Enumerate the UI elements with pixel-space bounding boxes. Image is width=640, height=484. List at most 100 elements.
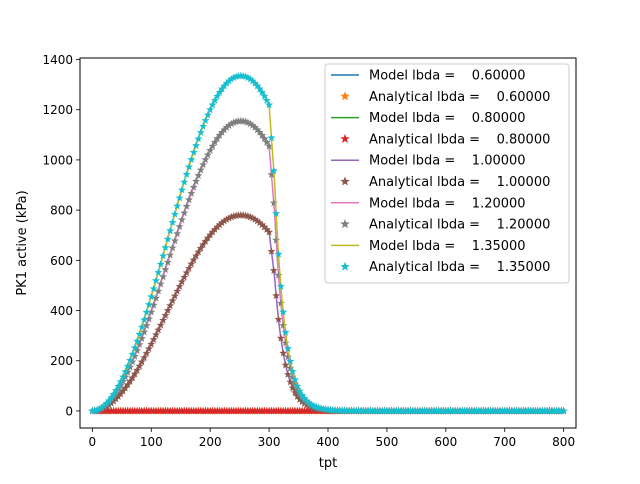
data-point-marker xyxy=(192,251,201,260)
data-point-marker xyxy=(269,166,278,175)
data-point-marker xyxy=(177,277,186,286)
data-point-marker xyxy=(189,255,198,264)
data-point-marker xyxy=(187,155,196,163)
data-point-marker xyxy=(208,141,217,150)
data-point-marker xyxy=(189,183,198,191)
data-point-marker xyxy=(170,210,179,218)
data-point-marker xyxy=(192,141,201,149)
y-axis: 0 200 400 600 800 1000 1200 1400 xyxy=(42,53,80,418)
data-point-marker xyxy=(201,155,210,164)
data-point-marker xyxy=(152,330,160,339)
data-point-marker xyxy=(149,335,158,343)
y-tick-label: 1000 xyxy=(42,153,73,167)
data-point-marker xyxy=(128,373,137,382)
x-tick-label: 800 xyxy=(552,435,575,449)
data-point-marker xyxy=(109,390,118,398)
data-point-marker xyxy=(283,344,292,352)
data-point-marker xyxy=(116,377,125,386)
y-tick-label: 1200 xyxy=(42,103,73,117)
legend-entry: Model lbda = 1.20000 xyxy=(331,196,526,211)
data-point-marker xyxy=(283,370,292,378)
legend-entry: Analytical lbda = 0.80000 xyxy=(340,132,550,147)
data-point-marker xyxy=(128,357,137,366)
data-point-marker xyxy=(144,300,153,308)
data-point-marker xyxy=(222,79,231,87)
data-point-marker xyxy=(137,357,146,366)
data-point-marker xyxy=(182,170,191,178)
data-point-marker xyxy=(274,250,283,258)
data-point-marker xyxy=(293,392,302,400)
data-point-marker xyxy=(184,264,193,272)
series-9 xyxy=(88,71,568,415)
data-point-marker xyxy=(559,406,568,415)
data-point-marker xyxy=(295,395,304,403)
data-point-marker xyxy=(305,398,314,407)
data-point-marker xyxy=(220,125,229,134)
data-point-marker xyxy=(104,396,113,405)
data-point-marker xyxy=(225,121,234,129)
data-point-marker xyxy=(194,134,203,143)
data-point-marker xyxy=(152,276,160,285)
data-point-marker xyxy=(161,265,170,273)
data-point-marker xyxy=(213,134,222,143)
data-point-marker xyxy=(269,198,278,207)
data-point-marker xyxy=(276,299,285,307)
data-point-marker xyxy=(288,383,297,392)
y-tick-label: 400 xyxy=(50,304,73,318)
data-point-marker xyxy=(227,119,236,128)
x-tick-label: 100 xyxy=(140,435,163,449)
data-point-marker xyxy=(194,171,203,179)
data-point-marker xyxy=(170,236,179,245)
data-point-marker xyxy=(246,212,255,221)
x-axis: 0 100 200 300 400 500 600 700 800 xyxy=(89,428,575,449)
data-point-marker xyxy=(210,96,219,104)
data-point-marker xyxy=(126,362,135,371)
data-point-marker xyxy=(222,123,231,131)
data-point-marker xyxy=(276,334,285,342)
data-point-marker xyxy=(286,363,295,372)
data-point-marker xyxy=(250,79,259,87)
data-point-marker xyxy=(175,282,184,290)
data-point-marker xyxy=(177,185,186,194)
legend-swatch-marker xyxy=(340,261,350,271)
data-point-marker xyxy=(156,279,165,288)
data-point-marker xyxy=(166,226,175,235)
data-point-marker xyxy=(147,340,156,348)
data-point-marker xyxy=(227,212,236,221)
data-point-marker xyxy=(217,128,226,136)
data-point-marker xyxy=(159,251,168,260)
legend-label: Analytical lbda = 1.35000 xyxy=(369,260,550,275)
legend-label: Model lbda = 1.20000 xyxy=(369,196,526,211)
data-point-marker xyxy=(180,177,189,186)
data-point-marker xyxy=(293,381,302,390)
data-point-marker xyxy=(161,311,170,319)
legend-entry: Analytical lbda = 0.60000 xyxy=(340,90,550,105)
data-point-marker xyxy=(140,315,149,324)
x-tick-label: 700 xyxy=(493,435,516,449)
data-point-marker xyxy=(229,118,238,127)
data-point-marker xyxy=(121,383,130,392)
legend-label: Model lbda = 1.35000 xyxy=(369,239,526,254)
data-point-marker xyxy=(154,325,163,334)
data-point-marker xyxy=(201,237,210,245)
data-point-marker xyxy=(279,321,288,329)
data-point-marker xyxy=(248,76,257,85)
data-point-marker xyxy=(213,222,222,231)
data-point-marker xyxy=(217,218,226,227)
data-point-marker xyxy=(187,189,196,197)
data-point-marker xyxy=(203,233,212,242)
data-point-marker xyxy=(291,388,300,397)
data-point-marker xyxy=(248,213,257,222)
legend-entry: Analytical lbda = 1.00000 xyxy=(340,175,550,190)
data-point-marker xyxy=(265,141,274,150)
data-point-marker xyxy=(229,73,238,82)
data-point-marker xyxy=(119,386,127,395)
data-point-marker xyxy=(243,73,252,82)
data-point-marker xyxy=(133,336,142,345)
data-point-marker xyxy=(267,247,276,255)
data-point-marker xyxy=(250,123,259,131)
data-point-marker xyxy=(163,258,172,266)
data-point-marker xyxy=(166,301,175,310)
